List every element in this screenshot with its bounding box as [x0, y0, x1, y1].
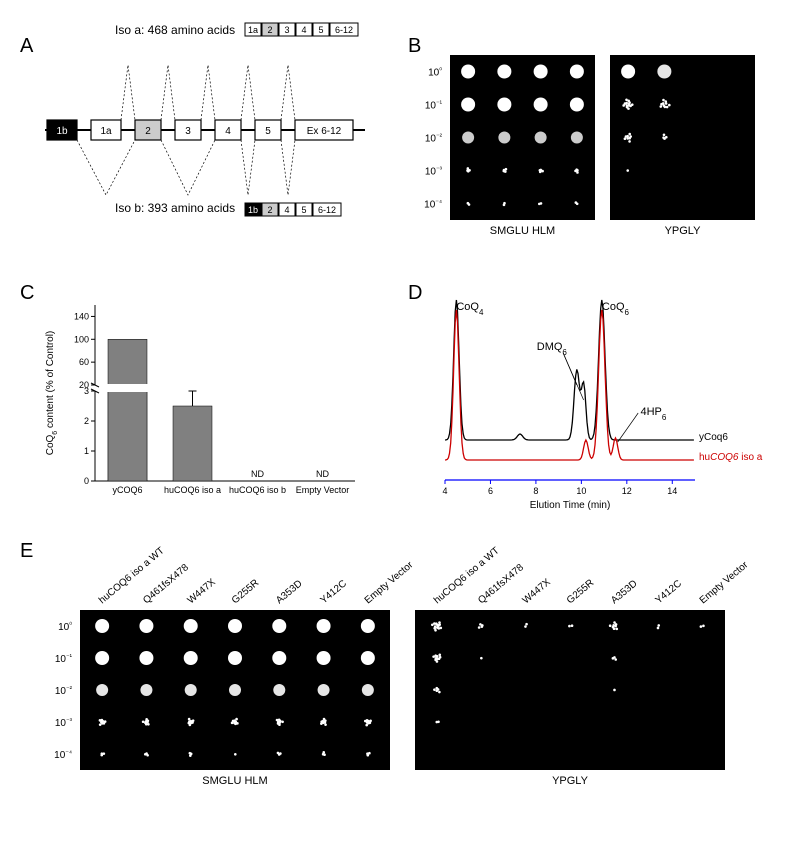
svg-text:Elution Time (min): Elution Time (min) — [530, 500, 611, 511]
svg-text:Ex 6-12: Ex 6-12 — [307, 126, 342, 137]
svg-text:10⁰: 10⁰ — [58, 621, 72, 634]
svg-text:3: 3 — [185, 126, 191, 137]
svg-text:6: 6 — [488, 486, 493, 496]
svg-text:100: 100 — [74, 334, 89, 344]
panel-e-label: E — [20, 540, 33, 563]
figure-composite: A Iso a: 468 amino acids 1a 2 3 4 5 6-12 1b 1a… — [20, 20, 770, 831]
svg-text:6-12: 6-12 — [318, 205, 336, 215]
svg-text:1b: 1b — [56, 126, 68, 137]
svg-text:CoQ6 content (% of Control): CoQ6 content (% of Control) — [45, 331, 59, 456]
svg-text:10⁻⁴: 10⁻⁴ — [54, 750, 72, 762]
svg-text:0: 0 — [84, 476, 89, 486]
svg-text:G255R: G255R — [565, 578, 596, 607]
svg-text:2: 2 — [267, 25, 272, 35]
svg-text:14: 14 — [667, 486, 677, 496]
svg-text:Y412C: Y412C — [653, 578, 683, 606]
svg-text:4HP6: 4HP6 — [640, 406, 666, 422]
svg-text:ND: ND — [316, 469, 329, 479]
svg-text:2: 2 — [145, 126, 151, 137]
svg-text:10⁻⁴: 10⁻⁴ — [424, 199, 442, 211]
panel-e-plates: huCOQ6 iso a WTQ461fsX478W447XG255RA353D… — [35, 540, 770, 830]
svg-text:2: 2 — [267, 205, 272, 215]
svg-text:Empty Vector: Empty Vector — [363, 559, 416, 606]
svg-text:10⁻³: 10⁻³ — [55, 718, 73, 730]
svg-text:YPGLY: YPGLY — [665, 225, 702, 237]
svg-text:Y412C: Y412C — [318, 578, 348, 606]
svg-text:10⁻²: 10⁻² — [55, 686, 73, 698]
svg-text:60: 60 — [79, 357, 89, 367]
svg-text:3: 3 — [84, 386, 89, 396]
svg-text:1b: 1b — [248, 205, 258, 215]
svg-text:5: 5 — [265, 126, 271, 137]
svg-text:ND: ND — [251, 469, 264, 479]
svg-text:yCOQ6: yCOQ6 — [112, 485, 142, 495]
svg-text:W447X: W447X — [521, 577, 553, 607]
svg-text:10⁻²: 10⁻² — [425, 133, 443, 145]
svg-text:A353D: A353D — [274, 578, 304, 606]
svg-text:10⁻³: 10⁻³ — [425, 166, 443, 178]
svg-text:CoQ4: CoQ4 — [456, 301, 484, 317]
panel-a-diagram: Iso a: 468 amino acids 1a 2 3 4 5 6-12 1b 1a 2 3… — [35, 20, 385, 240]
panel-c-chart: 20601001400123CoQ6 content (% of Control… — [35, 295, 395, 520]
svg-text:DMQ6: DMQ6 — [537, 341, 568, 357]
svg-text:10: 10 — [576, 486, 586, 496]
svg-text:10⁰: 10⁰ — [428, 66, 442, 79]
svg-text:W447X: W447X — [186, 577, 218, 607]
svg-text:10⁻¹: 10⁻¹ — [55, 654, 73, 666]
svg-text:huCOQ6 iso a: huCOQ6 iso a — [699, 452, 763, 463]
svg-text:5: 5 — [318, 25, 323, 35]
svg-text:10⁻¹: 10⁻¹ — [425, 100, 443, 112]
svg-text:12: 12 — [622, 486, 632, 496]
panel-c-label: C — [20, 282, 34, 305]
svg-text:Empty Vector: Empty Vector — [296, 485, 350, 495]
svg-text:1a: 1a — [100, 126, 112, 137]
svg-text:G255R: G255R — [230, 578, 261, 607]
svg-text:huCOQ6 iso a: huCOQ6 iso a — [164, 485, 221, 495]
svg-text:CoQ6: CoQ6 — [602, 301, 630, 317]
svg-text:6-12: 6-12 — [335, 25, 353, 35]
iso-b-label: Iso b: 393 amino acids — [115, 201, 235, 215]
svg-text:A353D: A353D — [609, 578, 639, 606]
svg-text:5: 5 — [301, 205, 306, 215]
svg-text:yCoq6: yCoq6 — [699, 432, 728, 443]
panel-d-label: D — [408, 282, 422, 305]
svg-text:SMGLU HLM: SMGLU HLM — [490, 225, 555, 237]
svg-text:huCOQ6 iso b: huCOQ6 iso b — [229, 485, 286, 495]
svg-text:2: 2 — [84, 416, 89, 426]
svg-text:YPGLY: YPGLY — [552, 775, 589, 787]
panel-a-label: A — [20, 35, 33, 58]
svg-text:SMGLU HLM: SMGLU HLM — [202, 775, 267, 787]
panel-d-chromatogram: 4 6 8 10 12 14 Elution Time (min) CoQ4 CoQ6 DMQ6 4… — [425, 295, 770, 520]
svg-text:4: 4 — [442, 486, 447, 496]
svg-text:4: 4 — [225, 126, 231, 137]
svg-text:140: 140 — [74, 311, 89, 321]
iso-a-label: Iso a: 468 amino acids — [115, 23, 235, 37]
svg-text:4: 4 — [284, 205, 289, 215]
svg-text:3: 3 — [284, 25, 289, 35]
svg-text:4: 4 — [301, 25, 306, 35]
svg-text:1: 1 — [84, 446, 89, 456]
panel-b-plates: 10⁰ 10⁻¹ 10⁻² 10⁻³ 10⁻⁴ SMGLU HLM YPGLY — [420, 50, 770, 260]
svg-text:8: 8 — [533, 486, 538, 496]
svg-text:Empty Vector: Empty Vector — [698, 559, 751, 606]
svg-text:1a: 1a — [248, 25, 258, 35]
